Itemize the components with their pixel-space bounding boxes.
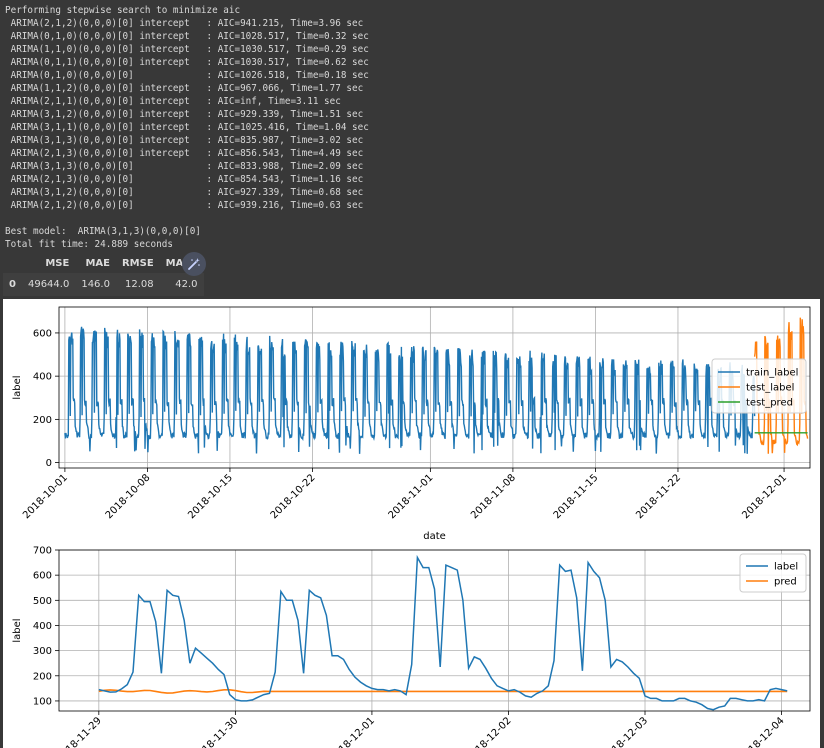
x-axis-label: date — [423, 531, 446, 542]
metrics-col-mae: MAE — [85, 258, 110, 269]
series-line-pred — [98, 689, 788, 694]
y-tick-label: 200 — [33, 415, 52, 426]
magic-wand-icon — [188, 258, 200, 270]
x-tick-label: 2018-12-04 — [738, 715, 787, 748]
chart-output: 0 200 400 600 2018-10-01 2018-10-08 2018-10-15… — [3, 299, 820, 748]
x-tick-label: 2018-11-08 — [469, 472, 518, 521]
zoomed-test-chart: 100 200 300 400 500 600 700 2018-11-29 2018-11-3… — [12, 546, 811, 748]
console-output: Performing stepwise search to minimize a… — [5, 4, 369, 251]
console-line: ARIMA(3,1,2)(0,0,0)[0] intercept : AIC=9… — [5, 109, 364, 120]
x-tick-label: 2018-10-15 — [186, 472, 235, 521]
x-tick-label: 2018-11-22 — [634, 472, 683, 521]
y-axis-label: label — [12, 618, 23, 642]
y-tick-label: 700 — [33, 546, 52, 557]
legend: train_label test_label test_pred — [711, 358, 807, 414]
magic-wand-button[interactable] — [182, 252, 206, 276]
y-tick-label: 200 — [33, 671, 52, 682]
legend: label pred — [739, 553, 807, 593]
x-tick-label: 2018-11-29 — [55, 715, 104, 748]
console-line: ARIMA(3,1,3)(0,0,0)[0] : AIC=833.988, Ti… — [5, 161, 364, 172]
console-line: ARIMA(2,1,2)(0,0,0)[0] intercept : AIC=9… — [5, 18, 364, 29]
metrics-value-mse: 49644.0 — [21, 273, 76, 296]
train-test-chart: 0 200 400 600 2018-10-01 2018-10-08 2018-10-15… — [12, 306, 811, 542]
x-tick-label: 2018-12-02 — [465, 715, 514, 748]
x-tick-label: 2018-10-08 — [104, 472, 153, 521]
total-time-line: Total fit time: 24.889 seconds — [5, 239, 173, 250]
x-tick-label: 2018-12-01 — [740, 472, 789, 521]
console-line: ARIMA(0,1,0)(0,0,0)[0] : AIC=1026.518, T… — [5, 70, 369, 81]
metrics-table: MSE MAE RMSE MAPE 0 49644.0 146.0 12.08 … — [3, 254, 204, 296]
y-tick-label: 100 — [33, 696, 52, 707]
console-line: ARIMA(1,1,2)(0,0,0)[0] intercept : AIC=9… — [5, 83, 364, 94]
console-line: ARIMA(2,1,3)(0,0,0)[0] intercept : AIC=8… — [5, 148, 364, 159]
plot-frame — [58, 549, 811, 712]
y-tick-label: 400 — [33, 372, 52, 383]
y-tick-label: 600 — [33, 328, 52, 339]
console-line: ARIMA(3,1,1)(0,0,0)[0] intercept : AIC=1… — [5, 122, 369, 133]
console-line: ARIMA(2,1,1)(0,0,0)[0] intercept : AIC=i… — [5, 96, 341, 107]
metrics-index-header — [3, 254, 22, 273]
console-header: Performing stepwise search to minimize a… — [5, 5, 241, 16]
metrics-row: 0 49644.0 146.0 12.08 42.0 — [3, 273, 204, 296]
legend-label: label — [774, 562, 798, 573]
y-tick-label: 300 — [33, 646, 52, 657]
console-line: ARIMA(2,1,3)(0,0,0)[0] : AIC=854.543, Ti… — [5, 174, 364, 185]
x-tick-label: 2018-11-30 — [192, 715, 241, 748]
metrics-col-rmse: RMSE — [121, 258, 154, 269]
y-tick-label: 400 — [33, 621, 52, 632]
metrics-col-mse: MSE — [45, 258, 70, 269]
console-line: ARIMA(3,1,3)(0,0,0)[0] intercept : AIC=8… — [5, 135, 364, 146]
series-line-label — [98, 554, 788, 711]
x-tick-label: 2018-11-01 — [387, 472, 436, 521]
best-model-line: Best model: ARIMA(3,1,3)(0,0,0)[0] — [5, 226, 201, 237]
x-tick-label: 2018-10-22 — [269, 472, 318, 521]
plot-area — [59, 550, 810, 711]
y-tick-label: 0 — [46, 458, 52, 469]
console-line: ARIMA(0,1,1)(0,0,0)[0] intercept : AIC=1… — [5, 57, 369, 68]
metrics-value-rmse: 12.08 — [115, 273, 160, 296]
legend-label: pred — [774, 577, 797, 588]
legend-frame — [739, 553, 807, 593]
console-line: ARIMA(1,1,0)(0,0,0)[0] intercept : AIC=1… — [5, 44, 369, 55]
console-line: ARIMA(2,1,2)(0,0,0)[0] : AIC=939.216, Ti… — [5, 200, 364, 211]
x-tick-label: 2018-12-03 — [601, 715, 650, 748]
legend-label: train_label — [746, 368, 798, 379]
console-line: ARIMA(3,1,2)(0,0,0)[0] : AIC=927.339, Ti… — [5, 187, 364, 198]
x-tick-label: 2018-11-15 — [552, 472, 601, 521]
y-axis-label: label — [12, 375, 23, 399]
x-tick-label: 2018-12-01 — [328, 715, 377, 748]
console-lines: ARIMA(2,1,2)(0,0,0)[0] intercept : AIC=9… — [5, 18, 369, 211]
legend-label: test_pred — [746, 398, 793, 409]
plot-frame — [58, 306, 811, 469]
metrics-col-mape: MAPE — [160, 254, 204, 273]
x-tick-label: 2018-10-01 — [21, 472, 70, 521]
y-tick-label: 600 — [33, 571, 52, 582]
metrics-header-row: MSE MAE RMSE MAPE — [3, 254, 204, 273]
series-line-train_label — [64, 326, 756, 454]
metrics-row-index: 0 — [3, 273, 22, 296]
metrics-value-mape: 42.0 — [159, 273, 204, 296]
metrics-value-mae: 146.0 — [75, 273, 116, 296]
console-line: ARIMA(0,1,0)(0,0,0)[0] intercept : AIC=1… — [5, 31, 369, 42]
y-tick-label: 500 — [33, 596, 52, 607]
legend-label: test_label — [746, 383, 794, 394]
